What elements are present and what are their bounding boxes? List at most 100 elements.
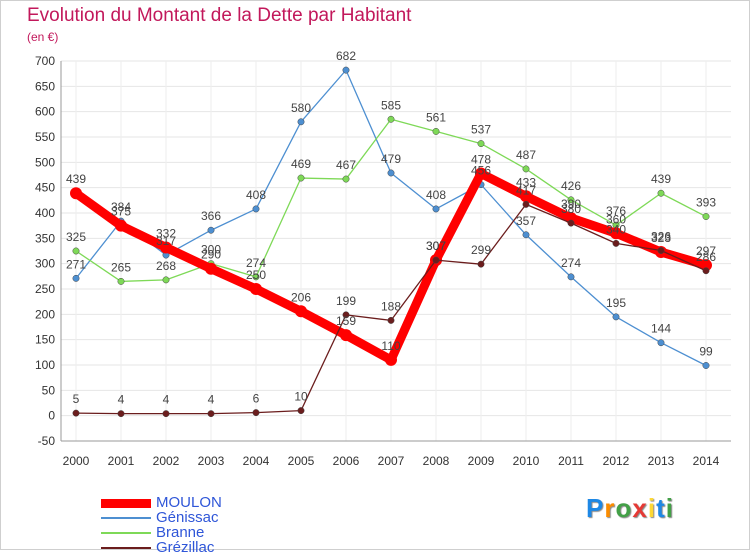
y-tick-label: 350 [35, 231, 55, 245]
data-point [702, 267, 710, 275]
legend-swatch-0 [101, 498, 151, 508]
data-point [117, 277, 125, 285]
x-tick-label: 2013 [648, 454, 675, 468]
data-label: 307 [426, 239, 446, 253]
data-label: 274 [246, 256, 266, 270]
data-label: 357 [516, 214, 536, 228]
y-tick-label: 300 [35, 257, 55, 271]
data-label: 332 [156, 226, 176, 240]
y-tick-label: 650 [35, 79, 55, 93]
legend-swatch-1 [101, 517, 151, 519]
data-point [387, 115, 395, 123]
data-label: 376 [606, 204, 626, 218]
data-point [340, 329, 352, 342]
data-label: 307 [426, 239, 446, 253]
data-label: 479 [381, 152, 401, 166]
logo-letter: o [615, 493, 633, 523]
data-label: 271 [66, 257, 86, 271]
logo-letter: t [656, 493, 666, 523]
x-tick-label: 2003 [198, 454, 225, 468]
data-point [612, 313, 620, 321]
data-point [385, 353, 397, 366]
data-label: 4 [118, 393, 125, 407]
data-label: 6 [253, 392, 260, 406]
y-tick-label: 400 [35, 206, 55, 220]
data-label: 585 [381, 98, 401, 112]
legend-label: MOULON [156, 494, 222, 511]
data-point [115, 219, 127, 232]
data-label: 326 [651, 229, 671, 243]
x-tick-label: 2002 [153, 454, 180, 468]
y-tick-label: -50 [38, 434, 56, 448]
data-point [117, 410, 125, 418]
y-tick-label: 50 [42, 383, 56, 397]
data-label: 5 [73, 392, 80, 406]
data-label: 360 [606, 212, 626, 226]
data-label: 297 [696, 244, 716, 258]
data-label: 375 [111, 205, 131, 219]
y-tick-label: 150 [35, 333, 55, 347]
data-point [162, 410, 170, 418]
data-label: 390 [561, 197, 581, 211]
proxiti-logo: Proxiti [586, 493, 674, 524]
logo-letter: i [665, 493, 674, 523]
data-label: 469 [291, 157, 311, 171]
legend-label: Génissac [156, 509, 219, 526]
data-label: 682 [336, 49, 356, 63]
data-point [567, 196, 575, 204]
data-point [72, 409, 80, 417]
data-point [522, 165, 530, 173]
data-label: 188 [381, 299, 401, 313]
data-label: 110 [381, 339, 400, 353]
data-point [522, 231, 530, 239]
data-label: 144 [651, 322, 671, 336]
data-label: 366 [201, 209, 221, 223]
data-point [72, 247, 80, 255]
data-point [567, 273, 575, 281]
data-point [432, 205, 440, 213]
data-label: 99 [699, 345, 713, 359]
logo-letter: P [586, 493, 605, 523]
data-label: 393 [696, 196, 716, 210]
data-label: 426 [561, 179, 581, 193]
data-point [295, 305, 307, 318]
data-label: 286 [696, 250, 716, 264]
logo-letter: r [604, 493, 616, 523]
data-point [207, 410, 215, 418]
data-label: 537 [471, 123, 491, 137]
data-label: 467 [336, 158, 356, 172]
data-point [702, 213, 710, 220]
data-point [252, 205, 260, 213]
data-point [475, 167, 487, 180]
y-tick-label: 450 [35, 181, 55, 195]
data-label: 439 [651, 172, 671, 186]
data-label: 323 [651, 231, 671, 245]
data-point [72, 274, 80, 282]
data-point [387, 169, 395, 177]
data-point [297, 174, 305, 182]
data-label: 408 [426, 188, 446, 202]
y-tick-label: 700 [35, 54, 55, 68]
data-label: 206 [291, 290, 311, 304]
data-point [520, 190, 532, 203]
data-point [610, 227, 622, 240]
data-point [252, 273, 260, 281]
y-tick-label: 550 [35, 130, 55, 144]
data-point [657, 247, 665, 254]
data-point [342, 66, 350, 74]
x-tick-label: 2005 [288, 454, 315, 468]
y-tick-label: 250 [35, 282, 55, 296]
data-label: 250 [246, 268, 266, 282]
data-label: 199 [336, 294, 356, 308]
data-label: 4 [163, 393, 170, 407]
x-tick-label: 2011 [558, 454, 584, 468]
x-tick-label: 2007 [378, 454, 405, 468]
logo-letter: x [632, 493, 648, 523]
x-tick-label: 2000 [63, 454, 90, 468]
x-tick-label: 2014 [693, 454, 720, 468]
data-point [297, 407, 305, 415]
x-tick-label: 2010 [513, 454, 540, 468]
data-label: 10 [294, 390, 308, 404]
legend-swatch-2 [101, 532, 151, 534]
